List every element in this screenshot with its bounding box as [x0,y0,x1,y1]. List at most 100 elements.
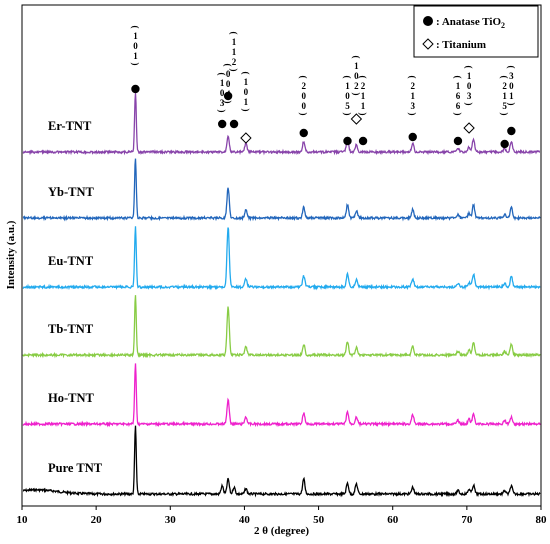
hkl-paren-open: ( [453,76,463,79]
hkl-index: 1 [502,91,507,101]
x-tick-label: 50 [313,514,325,526]
x-tick-label: 60 [387,514,399,526]
hkl-paren-open: ( [500,76,510,79]
hkl-paren-close: ) [223,101,233,104]
anatase-marker [131,84,140,94]
hkl-index: 1 [345,81,350,91]
hkl-paren-close: ) [229,69,239,72]
hkl-index: 0 [354,71,359,81]
plot-frame [21,4,542,507]
sample-label: Er-TNT [48,119,92,133]
anatase-marker [507,126,516,136]
anatase-marker [453,136,463,146]
hkl-index: 3 [410,101,415,111]
anatase-marker [408,132,417,142]
hkl-index: 1 [361,101,366,111]
hkl-index: 1 [456,81,461,91]
series-layer [22,93,541,498]
hkl-index: 0 [226,69,231,79]
hkl-index: 1 [133,51,138,61]
sample-label: Tb-TNT [48,322,94,336]
hkl-paren-close: ) [241,109,251,112]
series-eu-tnt [22,226,541,291]
hkl-index: 1 [133,31,138,41]
series-pure-tnt [22,425,541,498]
hkl-paren-open: ( [241,72,251,75]
x-tick-label: 20 [91,514,103,526]
peak-annotation: (103) [217,73,227,129]
peak-annotation: (101) [130,26,140,94]
titanium-marker [350,113,363,125]
hkl-paren-open: ( [358,76,368,79]
hkl-index: 0 [220,88,225,98]
hkl-index: 2 [354,81,359,91]
y-axis-title: Intensity (a.u.) [5,220,17,289]
hkl-paren-close: ) [130,63,140,66]
hkl-index: 2 [232,57,237,67]
hkl-paren-open: ( [342,76,352,79]
peak-annotation: (101) [240,72,252,144]
hkl-index: 3 [220,98,225,108]
hkl-index: 5 [502,101,507,111]
hkl-index: 6 [456,101,461,111]
hkl-index: 1 [244,77,249,87]
hkl-index: 3 [509,71,514,81]
hkl-paren-open: ( [217,73,227,76]
peak-annotations: (101)(103)(004)(112)(101)(200)(105)(102)… [130,26,516,149]
anatase-marker [358,136,368,146]
x-axis-title: 2 θ (degree) [254,525,309,537]
legend-titanium-marker [422,38,434,50]
hkl-paren-open: ( [299,76,309,79]
anatase-marker [500,139,509,149]
anatase-marker [343,136,352,146]
hkl-paren-open: ( [351,56,361,59]
legend-titanium-label: : Titanium [436,39,486,51]
hkl-index: 3 [467,91,472,101]
peak-annotation: (301) [506,65,516,136]
peak-annotation: (213) [408,76,418,142]
titanium-marker [240,132,252,144]
hkl-paren-close: ) [342,113,352,116]
hkl-paren-close: ) [299,113,309,116]
hkl-paren-open: ( [408,76,418,79]
sample-label: Yb-TNT [48,185,95,199]
peak-annotation: (200) [299,76,309,138]
sample-label: Eu-TNT [48,254,94,268]
peak-annotation: (211) [358,76,368,146]
hkl-index: 5 [345,101,350,111]
series-er-tnt [22,93,541,156]
hkl-index: 1 [467,71,472,81]
hkl-paren-close: ) [464,103,474,106]
series-tb-tnt [22,295,541,359]
hkl-paren-open: ( [223,64,233,67]
hkl-index: 2 [301,81,306,91]
hkl-index: 1 [361,91,366,101]
hkl-paren-close: ) [500,113,510,116]
hkl-index: 0 [244,87,249,97]
hkl-paren-close: ) [506,102,516,105]
hkl-paren-close: ) [408,113,418,116]
x-tick-label: 80 [536,514,548,526]
hkl-index: 2 [502,81,507,91]
hkl-index: 0 [301,91,306,101]
hkl-paren-close: ) [453,113,463,116]
hkl-paren-open: ( [506,65,516,68]
hkl-paren-close: ) [351,93,361,96]
peak-annotation: (166) [453,76,463,146]
hkl-paren-open: ( [464,66,474,69]
sample-label: Pure TNT [48,461,103,475]
hkl-index: 0 [345,91,350,101]
hkl-index: 2 [361,81,366,91]
legend-anatase-label: : Anatase TiO2 [436,16,505,30]
hkl-index: 6 [456,91,461,101]
axes: 10 20 30 40 50 60 70 802 θ (degree)Intensity (a… [5,4,548,537]
hkl-paren-close: ) [358,113,368,116]
hkl-index: 1 [232,47,237,57]
hkl-paren-close: ) [217,110,227,113]
peak-annotation: (112) [229,32,239,129]
hkl-index: 0 [467,81,472,91]
anatase-marker [217,119,227,129]
hkl-index: 2 [410,81,415,91]
hkl-index: 1 [410,91,415,101]
